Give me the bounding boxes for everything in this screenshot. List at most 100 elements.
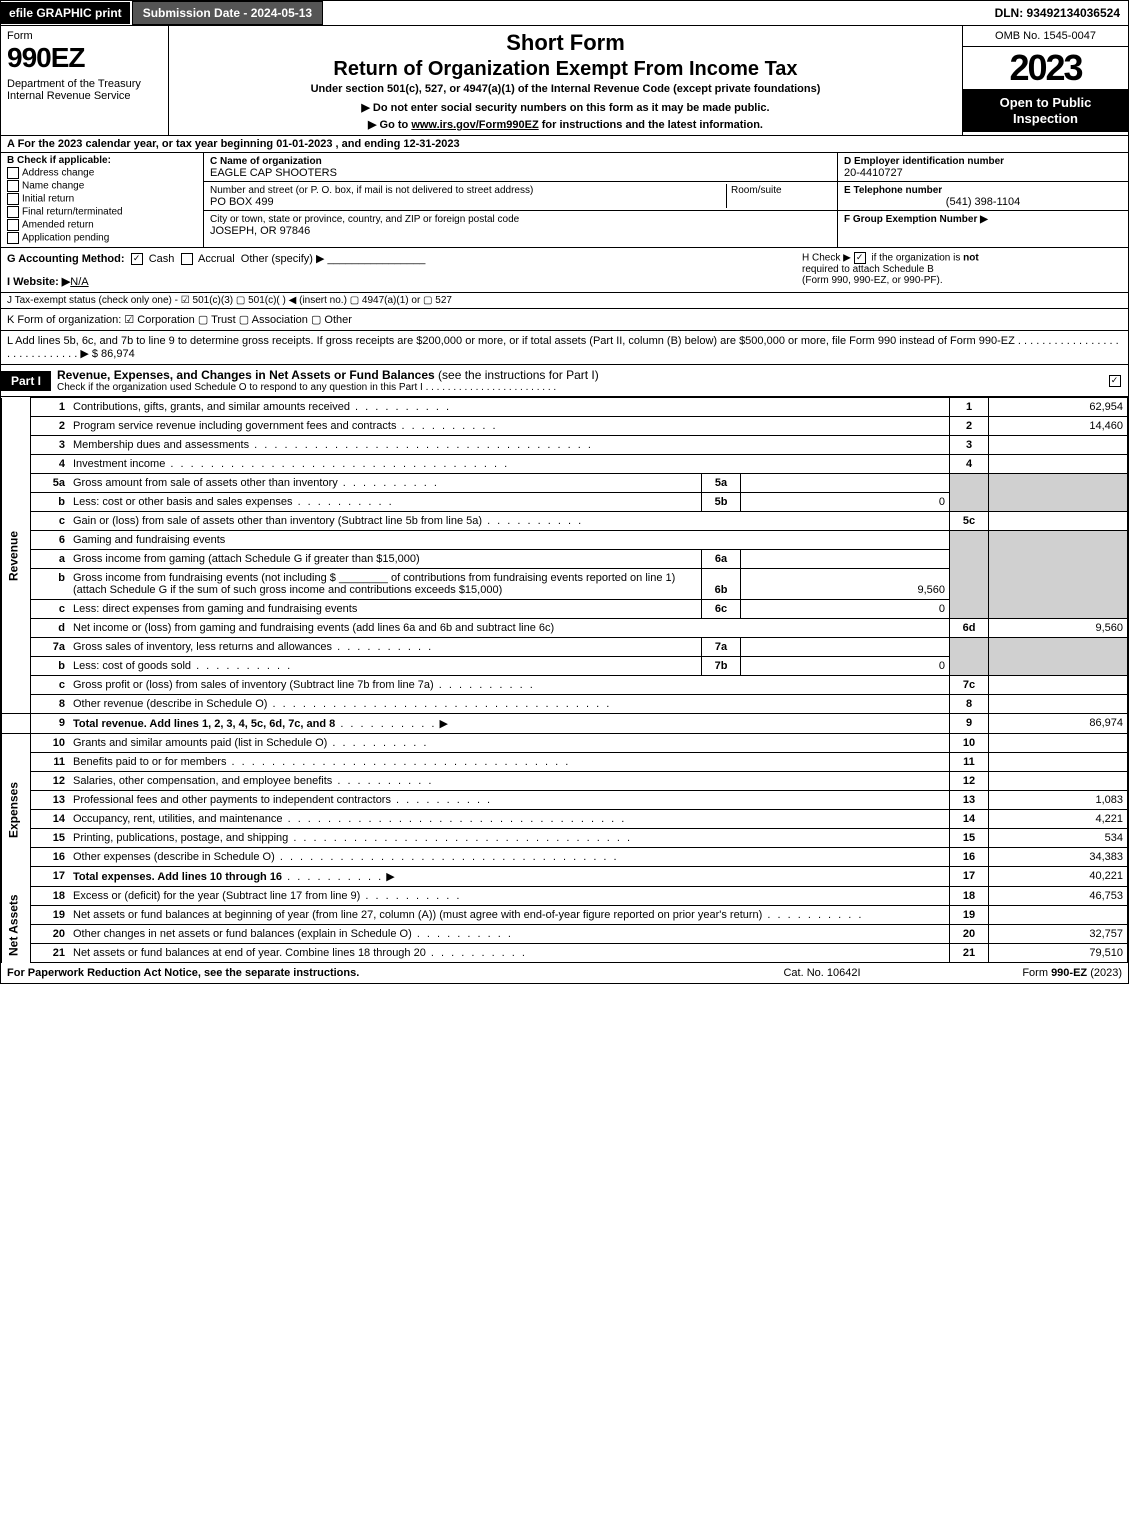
line-6d-amt: 9,560	[989, 619, 1128, 638]
b-opt-name-label: Name change	[22, 181, 84, 192]
g-accrual-checkbox[interactable]	[181, 253, 193, 265]
header-center: Short Form Return of Organization Exempt…	[169, 26, 962, 135]
block-b-through-f: B Check if applicable: Address change Na…	[1, 153, 1128, 248]
line-15-num: 15	[31, 829, 70, 848]
line-5a-subval	[741, 474, 950, 493]
line-6d-col: 6d	[950, 619, 989, 638]
line-7a-subval	[741, 638, 950, 657]
line-17-desc: Total expenses. Add lines 10 through 16	[73, 871, 282, 883]
irs-link[interactable]: www.irs.gov/Form990EZ	[411, 119, 538, 131]
b-opt-amended[interactable]: Amended return	[7, 219, 197, 231]
line-10-col: 10	[950, 734, 989, 753]
b-opt-final[interactable]: Final return/terminated	[7, 206, 197, 218]
line-6a-num: a	[31, 550, 70, 569]
line-7ab-grey	[950, 638, 989, 676]
line-l: L Add lines 5b, 6c, and 7b to line 9 to …	[1, 331, 1128, 365]
line-13-col: 13	[950, 791, 989, 810]
line-6b-sub: 6b	[702, 569, 741, 600]
c-street-label: Number and street (or P. O. box, if mail…	[210, 185, 533, 196]
part-1-title: Revenue, Expenses, and Changes in Net As…	[51, 365, 1104, 396]
line-h: H Check ▶ if the organization is not req…	[796, 248, 1128, 292]
line-11-amt	[989, 753, 1128, 772]
line-i: I Website: ▶N/A	[7, 275, 790, 288]
line-20-num: 20	[31, 925, 70, 944]
line-5a-num: 5a	[31, 474, 70, 493]
line-20-desc: Other changes in net assets or fund bala…	[73, 928, 412, 940]
b-opt-name[interactable]: Name change	[7, 180, 197, 192]
line-6c-num: c	[31, 600, 70, 619]
line-a: A For the 2023 calendar year, or tax yea…	[1, 136, 1128, 153]
g-cash-checkbox[interactable]	[131, 253, 143, 265]
line-17-amt: 40,221	[989, 867, 1128, 887]
part-1-check-line: Check if the organization used Schedule …	[57, 382, 1098, 393]
line-7b-subval: 0	[741, 657, 950, 676]
line-19-desc: Net assets or fund balances at beginning…	[73, 909, 762, 921]
line-5ab-grey	[950, 474, 989, 512]
line-6c-subval: 0	[741, 600, 950, 619]
line-5b-subval: 0	[741, 493, 950, 512]
line-7b-num: b	[31, 657, 70, 676]
b-opt-address[interactable]: Address change	[7, 167, 197, 179]
line-7c-desc: Gross profit or (loss) from sales of inv…	[73, 679, 434, 691]
line-18-amt: 46,753	[989, 887, 1128, 906]
part-1-checkbox[interactable]	[1109, 375, 1121, 387]
l-value: 86,974	[101, 348, 135, 360]
h-text4: required to attach Schedule B	[802, 264, 934, 275]
org-name: EAGLE CAP SHOOTERS	[210, 167, 337, 179]
line-12-amt	[989, 772, 1128, 791]
line-13-desc: Professional fees and other payments to …	[73, 794, 391, 806]
department-label: Department of the Treasury Internal Reve…	[7, 78, 162, 102]
omb-number: OMB No. 1545-0047	[963, 26, 1128, 47]
line-9-col: 9	[950, 714, 989, 734]
line-4-num: 4	[31, 455, 70, 474]
line-7a-desc: Gross sales of inventory, less returns a…	[73, 641, 332, 653]
line-13-amt: 1,083	[989, 791, 1128, 810]
section-b: B Check if applicable: Address change Na…	[1, 153, 204, 247]
b-opt-initial[interactable]: Initial return	[7, 193, 197, 205]
line-4-desc: Investment income	[73, 458, 165, 470]
line-14-desc: Occupancy, rent, utilities, and maintena…	[73, 813, 283, 825]
line-7c-amt	[989, 676, 1128, 695]
line-11-num: 11	[31, 753, 70, 772]
b-opt-final-label: Final return/terminated	[22, 207, 123, 218]
c-room-label: Room/suite	[731, 185, 782, 196]
sub3-pre: ▶ Go to	[368, 119, 411, 131]
c-city-label: City or town, state or province, country…	[210, 214, 519, 225]
line-7a-num: 7a	[31, 638, 70, 657]
line-5a-desc: Gross amount from sale of assets other t…	[73, 477, 338, 489]
b-opt-pending-label: Application pending	[22, 233, 109, 244]
header-left: Form 990EZ Department of the Treasury In…	[1, 26, 169, 135]
b-opt-initial-label: Initial return	[22, 194, 74, 205]
line-5c-col: 5c	[950, 512, 989, 531]
line-15-desc: Printing, publications, postage, and shi…	[73, 832, 288, 844]
line-7c-num: c	[31, 676, 70, 695]
d-label: D Employer identification number	[844, 156, 1004, 167]
line-7b-desc: Less: cost of goods sold	[73, 660, 191, 672]
line-6d-desc: Net income or (loss) from gaming and fun…	[73, 622, 554, 634]
line-20-col: 20	[950, 925, 989, 944]
line-j: J Tax-exempt status (check only one) - ☑…	[1, 293, 1128, 309]
line-14-num: 14	[31, 810, 70, 829]
line-10-num: 10	[31, 734, 70, 753]
b-opt-pending[interactable]: Application pending	[7, 232, 197, 244]
netassets-side-label: Net Assets	[2, 887, 31, 963]
line-5b-sub: 5b	[702, 493, 741, 512]
ein: 20-4410727	[844, 167, 903, 179]
line-9-num: 9	[31, 714, 70, 734]
line-5b-desc: Less: cost or other basis and sales expe…	[73, 496, 293, 508]
dln: DLN: 93492134036524	[987, 2, 1128, 24]
part-1-header: Part I Revenue, Expenses, and Changes in…	[1, 365, 1128, 397]
line-18-num: 18	[31, 887, 70, 906]
h-text1: H Check ▶	[802, 253, 851, 264]
line-6a-desc: Gross income from gaming (attach Schedul…	[73, 553, 420, 565]
footer-right: Form 990-EZ (2023)	[922, 967, 1122, 979]
subtitle-2: ▶ Do not enter social security numbers o…	[175, 101, 956, 114]
line-20-amt: 32,757	[989, 925, 1128, 944]
line-1-desc: Contributions, gifts, grants, and simila…	[73, 401, 350, 413]
h-text5: (Form 990, 990-EZ, or 990-PF).	[802, 275, 943, 286]
line-13-num: 13	[31, 791, 70, 810]
sub3-post: for instructions and the latest informat…	[539, 119, 763, 131]
h-checkbox[interactable]	[854, 252, 866, 264]
subtitle-1: Under section 501(c), 527, or 4947(a)(1)…	[175, 83, 956, 95]
f-label: F Group Exemption Number ▶	[844, 214, 988, 225]
